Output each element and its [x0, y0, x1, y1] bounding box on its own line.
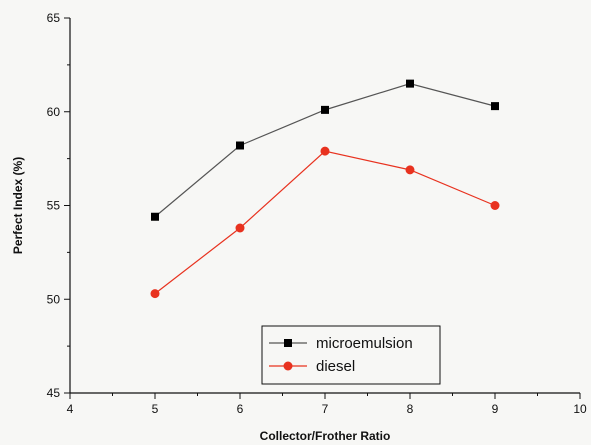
- x-tick-label: 6: [237, 402, 244, 416]
- data-point-diesel: [150, 289, 160, 299]
- legend-label: microemulsion: [316, 335, 413, 352]
- data-point-microemulsion: [151, 212, 159, 221]
- y-tick-label: 55: [47, 199, 61, 213]
- data-point-microemulsion: [406, 79, 414, 88]
- data-point-diesel: [490, 201, 500, 210]
- x-tick-label: 4: [67, 402, 74, 416]
- y-tick-label: 50: [47, 292, 61, 306]
- legend: microemulsion diesel: [261, 325, 441, 385]
- series-diesel: [150, 146, 500, 299]
- data-point-diesel: [235, 223, 245, 233]
- series-microemulsion: [151, 79, 499, 221]
- legend-marker: [283, 361, 293, 371]
- legend-item-diesel: diesel: [269, 358, 355, 375]
- legend-item-microemulsion: microemulsion: [269, 335, 413, 352]
- data-point-microemulsion: [321, 105, 329, 114]
- legend-label: diesel: [316, 358, 355, 375]
- y-tick-label: 45: [47, 386, 61, 400]
- x-tick-label: 10: [573, 402, 587, 416]
- x-tick-label: 9: [492, 402, 499, 416]
- legend-marker: [284, 339, 292, 347]
- data-point-diesel: [405, 165, 415, 175]
- series-line-diesel: [154, 150, 496, 295]
- x-tick-label: 5: [152, 402, 159, 416]
- series-layer: [150, 79, 500, 299]
- data-point-diesel: [320, 146, 330, 156]
- x-tick-label: 8: [407, 402, 414, 416]
- x-axis-title: Collector/Frother Ratio: [260, 429, 391, 443]
- x-tick-label: 7: [322, 402, 329, 416]
- data-point-microemulsion: [491, 102, 499, 111]
- y-tick-label: 60: [47, 105, 61, 119]
- legend-box: [261, 325, 441, 385]
- data-point-microemulsion: [236, 141, 244, 150]
- y-tick-label: 65: [47, 11, 61, 25]
- y-axis-title: Perfect Index (%): [11, 157, 25, 254]
